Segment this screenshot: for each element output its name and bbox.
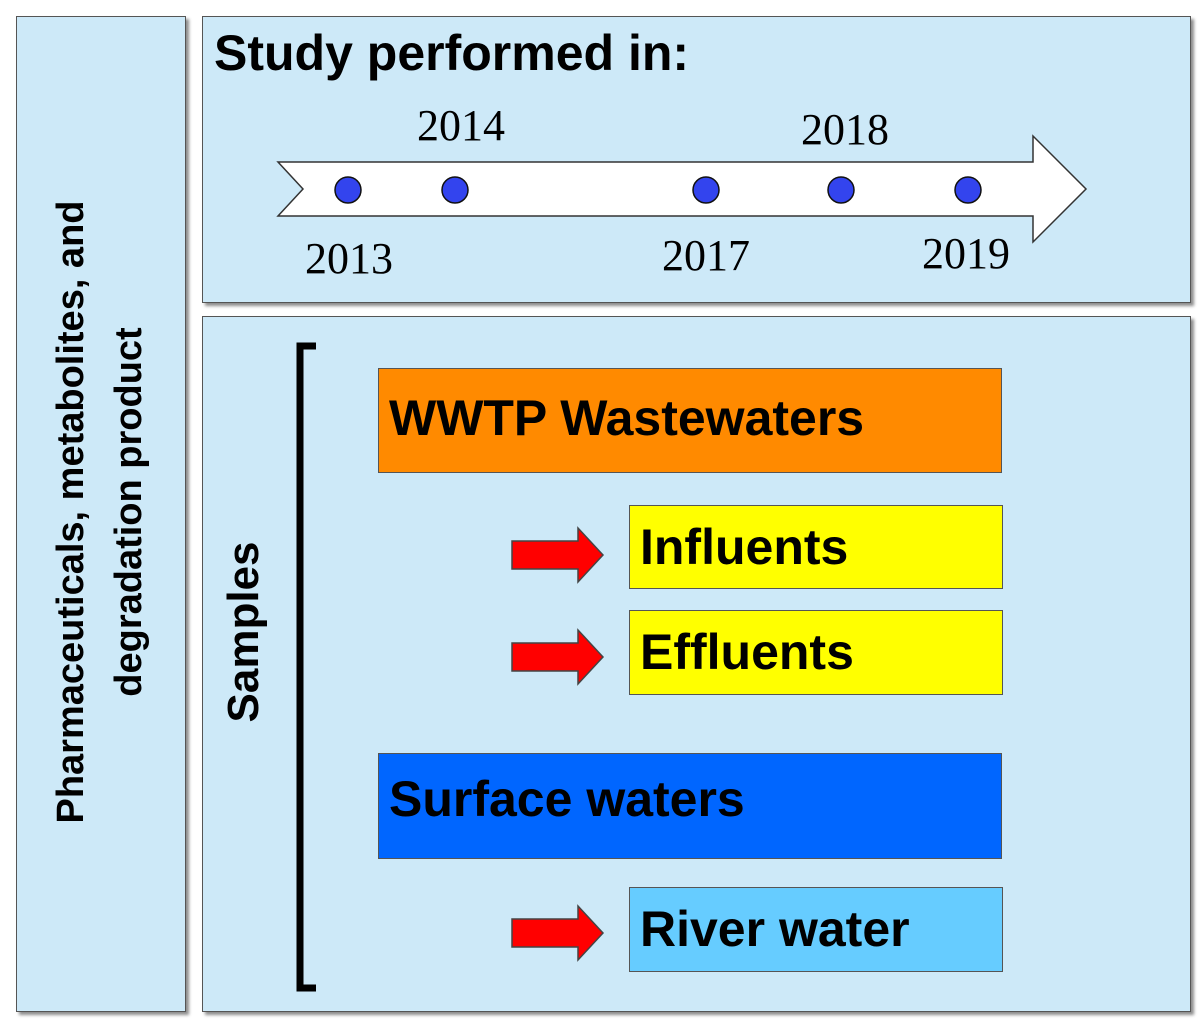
left-panel (16, 16, 186, 1012)
timeline-arrow (276, 134, 1088, 244)
timeline-dot-2018 (827, 176, 855, 204)
effluents-box: Effluents (629, 610, 1003, 695)
wwtp-wastewaters-box: WWTP Wastewaters (378, 368, 1002, 473)
year-label-2019: 2019 (922, 229, 1010, 278)
effluents-arrow-icon (511, 628, 605, 686)
year-label-2014: 2014 (417, 101, 505, 150)
influents-box: Influents (629, 505, 1003, 589)
river-water-box: River water (629, 887, 1003, 972)
surface-waters-box: Surface waters (378, 753, 1002, 859)
timeline-title: Study performed in: (214, 25, 690, 81)
timeline-dot-2017 (692, 176, 720, 204)
timeline-panel (202, 16, 1191, 303)
year-label-2017: 2017 (662, 231, 750, 280)
timeline-dot-2014 (441, 176, 469, 204)
year-label-2013: 2013 (305, 234, 393, 283)
timeline-dot-2019 (954, 176, 982, 204)
samples-bracket (296, 342, 316, 992)
timeline-dot-2013 (334, 176, 362, 204)
year-label-2018: 2018 (801, 105, 889, 154)
river-water-arrow-icon (511, 904, 605, 962)
influents-arrow-icon (511, 526, 605, 584)
